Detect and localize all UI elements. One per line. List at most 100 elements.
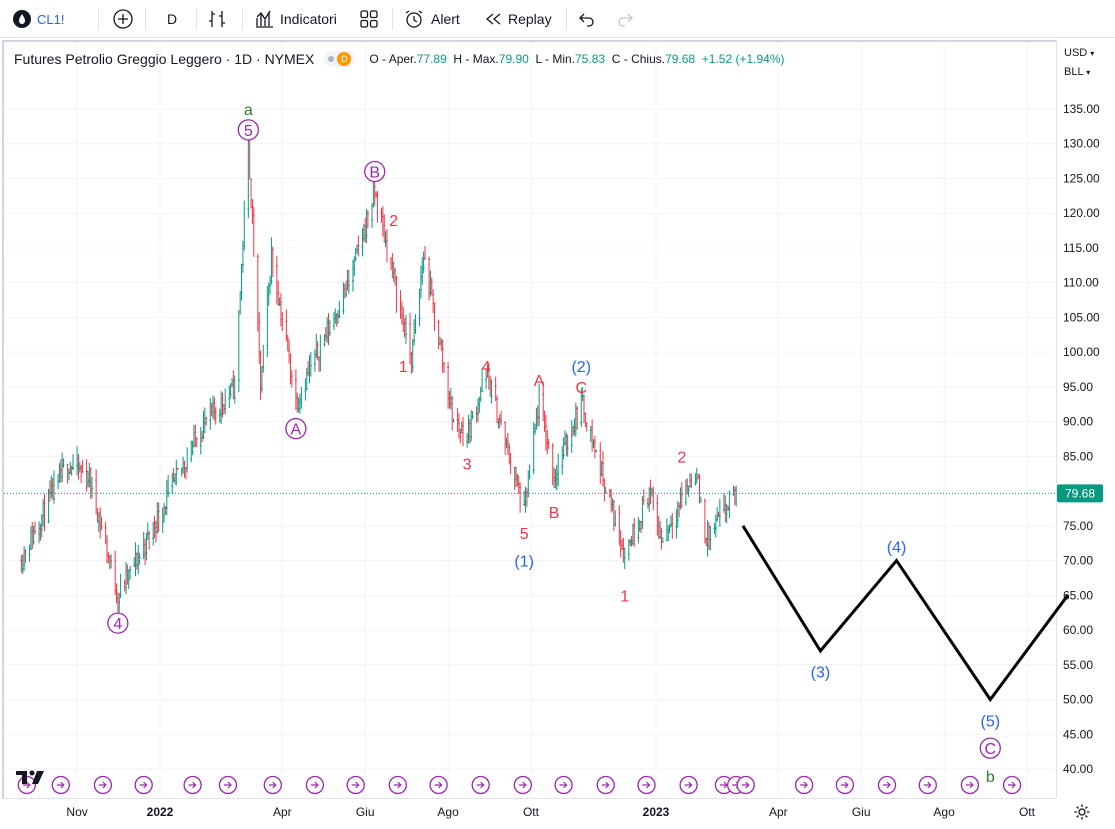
wave-label: 1 [620,588,629,605]
projection-line [741,525,1069,703]
arrow-right-icon [56,781,65,789]
arrow-right-icon [268,781,277,789]
wave-label-circle [364,160,386,183]
chart-settings-button[interactable] [1073,803,1091,826]
unit-selector[interactable]: BLL ▾ [1064,66,1090,78]
arrow-right-icon [393,781,402,789]
arrow-right-icon [476,781,485,789]
indicators-label: Indicatori [280,11,337,27]
layout-templates-button[interactable] [358,6,380,32]
instrument-title[interactable]: Futures Petrolio Greggio Leggero · 1D · … [14,51,315,67]
arrow-right-icon [98,781,107,789]
currency-selector[interactable]: USD ▾ [1064,47,1094,59]
redo-icon [618,13,633,27]
arrow-right-icon [883,781,891,789]
toolbar-separator [392,8,393,30]
status-dot-icon [328,56,335,62]
interval-button[interactable]: D [160,6,184,32]
price-ticks: 40.00 45.00 50.00 55.00 60.00 65.00 70.00 75.00… [1063,102,1100,776]
candles [20,125,738,614]
price-tick-label: 125.00 [1063,171,1100,185]
price-tick-label: 55.00 [1063,658,1093,672]
arrow-right-icon [719,781,728,789]
wave-labels: a 5 4 A B Cb 2 1 4 3 5 A B C 1 2 (1) (2) (3) (4) (5) [107,102,1001,786]
arrow-right-icon [800,781,808,789]
tradingview-logo[interactable] [15,768,47,791]
arrow-right-icon [1008,781,1016,789]
arrow-right-icon [741,781,750,789]
market-status-badge[interactable]: D [324,51,356,67]
time-tick-label: Apr [273,805,292,819]
chart-pane[interactable] [2,40,1115,829]
time-tick-label: Ago [933,805,955,819]
chart-legend: Futures Petrolio Greggio Leggero · 1D · … [14,49,785,69]
wave-label-circle [107,612,129,634]
wave-label: 1 [399,359,408,376]
change-value: +1.52 (+1.94%) [701,52,785,66]
arrow-right-icon [923,781,932,789]
price-axis[interactable] [1056,40,1115,798]
arrow-right-icon [139,781,148,789]
chart-type-button[interactable] [207,6,229,32]
price-tick-label: 110.00 [1063,276,1099,290]
time-tick-label: 2023 [643,805,670,819]
arrow-right-icon [601,781,610,789]
time-tick-label: Apr [769,805,788,819]
open-label: O - Aper. [369,52,417,66]
interval-label: D [166,11,178,27]
price-tick-label: 40.00 [1063,762,1093,776]
wave-label: 5 [244,123,253,140]
wave-label: A [291,422,302,439]
alarm-clock-icon [405,10,423,28]
price-tick-label: 75.00 [1063,519,1093,533]
arrow-right-icon [223,781,232,789]
wave-label: C [985,741,997,758]
time-ticks: Nov 2022 Apr Giu Ago Ott 2023 Apr Giu Ago Ott [66,805,1035,819]
last-price-label: 79.68 [1065,486,1095,500]
wave-label-circle [285,417,307,440]
price-tick-label: 105.00 [1063,310,1100,324]
price-tick-label: 130.00 [1063,137,1100,151]
arrow-right-icon [840,781,849,789]
replay-button[interactable]: Replay [483,6,552,32]
symbol-search-button[interactable]: CL1! [12,6,64,32]
wave-label: (1) [514,554,534,571]
toolbar-separator [145,8,146,30]
low-label: L - Min. [535,52,576,66]
arrow-right-icon [351,781,360,789]
time-tick-label: Ott [523,805,540,819]
time-axis[interactable] [2,798,1056,829]
wave-label: B [549,505,560,522]
undo-button[interactable] [577,6,597,32]
high-label: H - Max. [453,52,499,66]
time-tick-label: Ago [437,805,459,819]
chevron-down-icon: ▾ [1090,49,1095,58]
toolbar-separator [196,8,197,30]
grid [4,42,1055,797]
ohlc-values: O - Aper.77.89 H - Max.79.90 L - Min.75.… [369,52,784,66]
toolbar-separator [566,8,567,30]
indicators-button[interactable]: Indicatori [254,6,337,32]
close-value: 79.68 [665,52,696,66]
candles-icon [209,11,225,27]
price-tick-label: 135.00 [1063,102,1100,116]
tradingview-logo-icon [16,770,44,784]
undo-icon [579,13,594,27]
wave-label: 5 [520,526,529,543]
compare-add-button[interactable] [112,6,134,32]
plus-circle-icon [113,9,133,29]
wave-label: 2 [677,449,686,466]
unit-label: BLL [1064,66,1084,78]
wave-label: A [534,373,545,390]
price-tick-label: 100.00 [1063,345,1100,359]
alert-button[interactable]: Alert [403,6,460,32]
time-tick-label: Giu [852,805,871,819]
indicators-icon [256,10,273,28]
arrow-right-icon [434,781,443,789]
last-price: 79.68 [4,484,1103,503]
wave-projection [741,525,1069,703]
open-value: 77.89 [416,52,447,66]
time-tick-label: Giu [356,805,375,819]
price-tick-label: 60.00 [1063,623,1093,637]
redo-button[interactable] [615,6,635,32]
